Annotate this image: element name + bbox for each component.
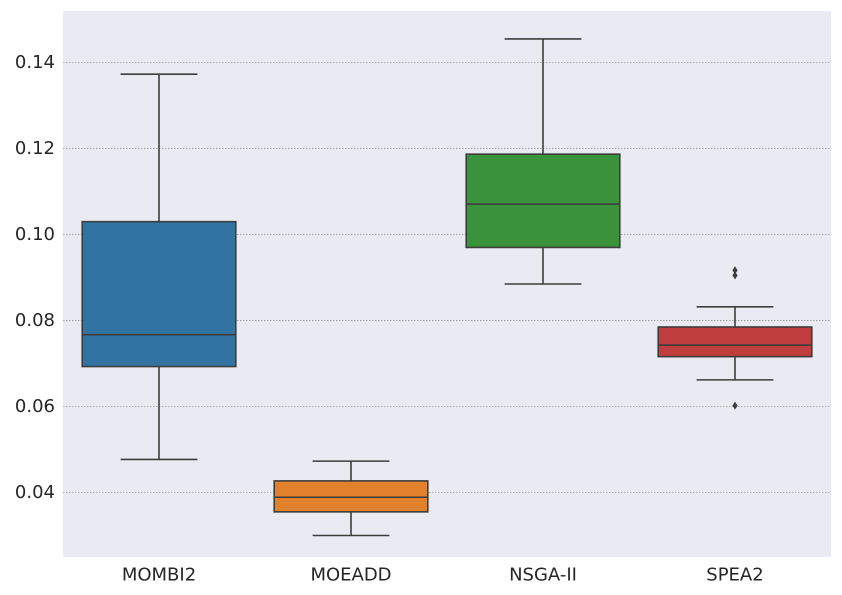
box-spea2 [657,266,813,410]
y-tick-label: 0.14 [15,52,55,73]
box-moeadd [273,460,429,537]
outlier-point [732,401,738,410]
y-tick-label: 0.06 [15,396,55,417]
x-tick-label: NSGA-II [509,565,577,586]
grid [63,62,831,493]
x-tick-label: MOMBI2 [122,565,196,586]
y-tick-label: 0.10 [15,224,55,245]
x-tick-label: MOEADD [310,565,391,586]
box-nsga-ii [465,38,621,285]
y-tick-label: 0.04 [15,482,55,503]
iqr-box [657,326,813,358]
x-axis-ticks: MOMBI2 MOEADD NSGA-II SPEA2 [122,565,764,586]
iqr-box [465,153,621,249]
boxes [81,38,813,537]
outlier-point [732,266,738,275]
outlier-point [732,271,738,280]
box-mombi2 [81,73,237,461]
y-tick-label: 0.12 [15,138,55,159]
iqr-box [81,220,237,368]
y-axis-ticks: 0.04 0.06 0.08 0.10 0.12 0.14 [15,52,55,503]
y-tick-label: 0.08 [15,310,55,331]
x-tick-label: SPEA2 [706,565,763,586]
iqr-box [273,480,429,513]
